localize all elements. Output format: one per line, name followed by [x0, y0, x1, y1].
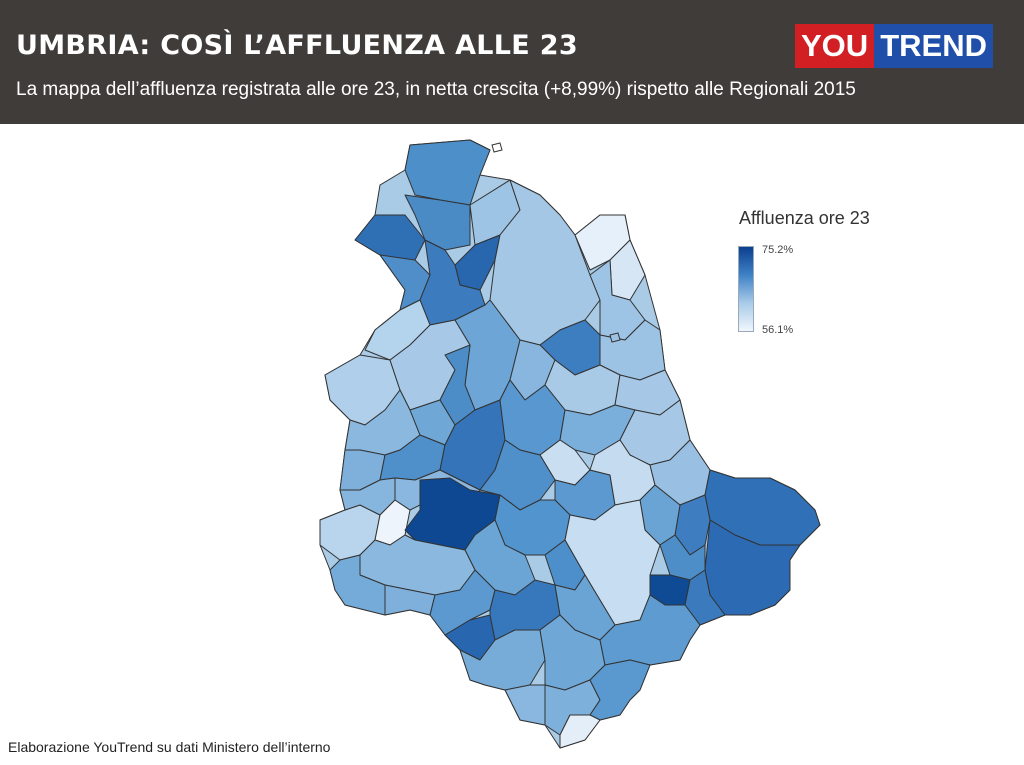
legend-min-label: 56.1%	[762, 324, 794, 336]
municipality-area	[504, 684, 546, 726]
legend-max-label: 75.2%	[762, 244, 794, 256]
municipality-area	[559, 714, 601, 749]
source-credit: Elaborazione YouTrend su dati Ministero …	[8, 739, 331, 755]
legend-color-scale	[738, 246, 754, 332]
logo-trend-text: TREND	[874, 24, 993, 68]
page-subtitle: La mappa dell’affluenza registrata alle …	[16, 79, 856, 100]
logo-you-text: YOU	[795, 24, 875, 68]
municipality-area	[404, 194, 471, 251]
youtrend-logo: YOU TREND	[795, 24, 993, 68]
page-title: UMBRIA: COSÌ L’AFFLUENZA ALLE 23	[16, 30, 578, 61]
legend-title: Affluenza ore 23	[739, 208, 870, 228]
municipality-area	[589, 659, 651, 721]
municipality-island	[491, 142, 503, 153]
umbria-choropleth-map	[319, 139, 821, 749]
header-bar: UMBRIA: COSÌ L’AFFLUENZA ALLE 23 La mapp…	[0, 0, 1024, 124]
municipality-island	[609, 332, 621, 343]
